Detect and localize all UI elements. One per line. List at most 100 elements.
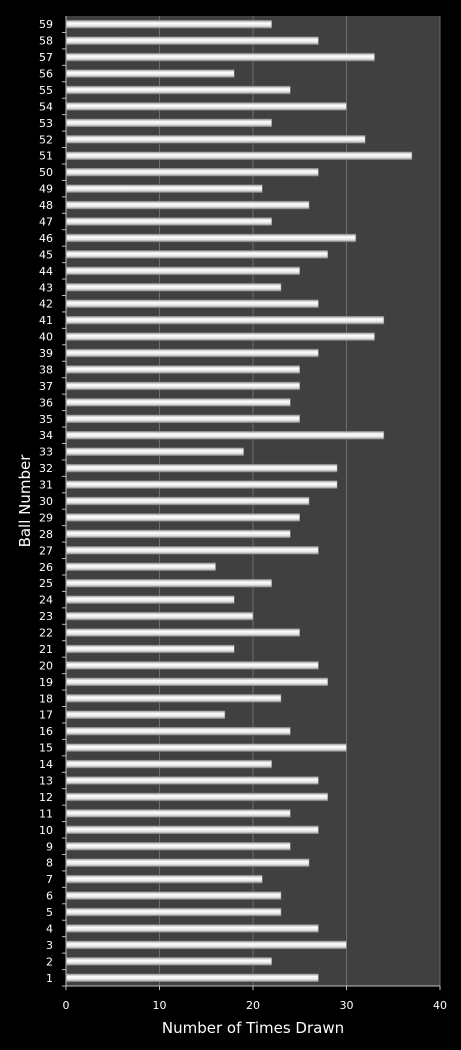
y-tick-label: 38 [39,363,53,376]
y-tick-label: 8 [46,857,53,870]
bar-ball-31 [66,480,338,489]
bar-ball-38 [66,365,300,374]
bar-ball-53 [66,118,272,128]
y-tick-label: 27 [39,544,53,557]
y-tick-label: 45 [39,248,53,261]
x-tick-labels: 0 10 20 30 40 [63,986,447,1012]
bar-ball-21 [66,644,235,654]
y-tick-label: 57 [39,51,53,64]
y-tick-label: 12 [39,791,53,804]
bar-ball-24 [66,595,235,604]
bar-ball-51 [66,151,413,160]
y-tick-label: 48 [39,199,53,212]
y-tick-label: 43 [39,281,53,294]
bar-ball-34 [66,431,385,440]
y-tick-label: 20 [39,659,53,672]
bar-ball-33 [66,447,244,456]
y-tick-label: 28 [39,528,53,541]
y-tick-label: 49 [39,183,53,196]
y-tick-label: 26 [39,561,53,574]
y-tick-label: 13 [39,774,53,787]
y-tick-label: 55 [39,84,53,97]
bar-ball-52 [66,135,366,144]
y-tick-labels: 1234567891011121314151617181920212223242… [39,18,66,987]
y-tick-label: 50 [39,166,53,179]
y-tick-label: 15 [39,742,53,755]
bar-ball-27 [66,546,319,555]
bar-ball-46 [66,233,357,243]
bar-ball-48 [66,200,310,210]
bar-ball-4 [66,924,319,933]
y-tick-label: 25 [39,577,53,590]
bar-ball-2 [66,957,272,966]
y-tick-label: 35 [39,413,53,426]
bar-ball-18 [66,694,282,703]
bar-ball-5 [66,907,282,917]
y-axis-title: Ball Number [16,454,34,548]
y-tick-label: 14 [39,758,53,771]
bar-ball-17 [66,710,226,719]
bar-ball-30 [66,496,310,506]
bar-ball-15 [66,743,347,752]
bar-ball-9 [66,842,291,851]
y-tick-label: 32 [39,462,53,475]
bar-ball-20 [66,661,319,670]
y-tick-label: 1 [46,972,53,985]
y-tick-label: 54 [39,100,53,113]
y-tick-label: 47 [39,216,53,229]
bar-ball-44 [66,266,300,276]
y-tick-label: 21 [39,643,53,656]
y-tick-label: 33 [39,446,53,459]
bar-ball-57 [66,52,375,62]
bar-ball-47 [66,217,272,226]
y-tick-label: 19 [39,676,53,689]
bar-ball-54 [66,102,347,111]
bar-ball-50 [66,167,319,177]
bar-ball-55 [66,85,291,95]
y-tick-label: 18 [39,692,53,705]
y-tick-label: 11 [39,807,53,820]
bar-ball-59 [66,20,272,29]
bar-ball-28 [66,529,291,539]
bar-ball-16 [66,726,291,736]
y-tick-label: 34 [39,429,53,442]
bar-ball-12 [66,792,329,802]
bar-ball-8 [66,858,310,867]
bar-ball-6 [66,891,282,900]
bar-ball-45 [66,250,329,259]
y-tick-label: 36 [39,396,53,409]
bar-ball-36 [66,398,291,407]
y-tick-label: 7 [46,873,53,886]
bar-ball-7 [66,874,263,884]
y-tick-label: 46 [39,232,53,245]
bar-ball-23 [66,611,254,621]
bar-ball-22 [66,628,300,637]
bar-ball-29 [66,513,300,522]
y-tick-label: 17 [39,709,53,722]
bar-ball-25 [66,579,272,588]
y-tick-label: 44 [39,265,53,278]
bar-ball-13 [66,776,319,785]
bar-ball-26 [66,562,216,571]
y-tick-label: 4 [46,922,53,935]
y-tick-label: 51 [39,150,53,163]
bar-ball-42 [66,299,319,308]
x-tick-label: 0 [63,999,70,1012]
bar-ball-14 [66,759,272,769]
bar-ball-10 [66,825,319,835]
y-tick-label: 59 [39,18,53,31]
y-tick-label: 16 [39,725,53,738]
y-tick-label: 3 [46,939,53,952]
y-tick-label: 53 [39,117,53,130]
bar-ball-3 [66,940,347,950]
y-tick-label: 31 [39,479,53,492]
bar-ball-43 [66,283,282,292]
bars [66,20,413,982]
bar-ball-19 [66,677,329,687]
y-tick-label: 58 [39,35,53,48]
y-tick-label: 40 [39,331,53,344]
bar-ball-41 [66,315,385,325]
y-tick-label: 22 [39,627,53,640]
x-tick-label: 10 [153,999,167,1012]
x-tick-label: 20 [246,999,260,1012]
